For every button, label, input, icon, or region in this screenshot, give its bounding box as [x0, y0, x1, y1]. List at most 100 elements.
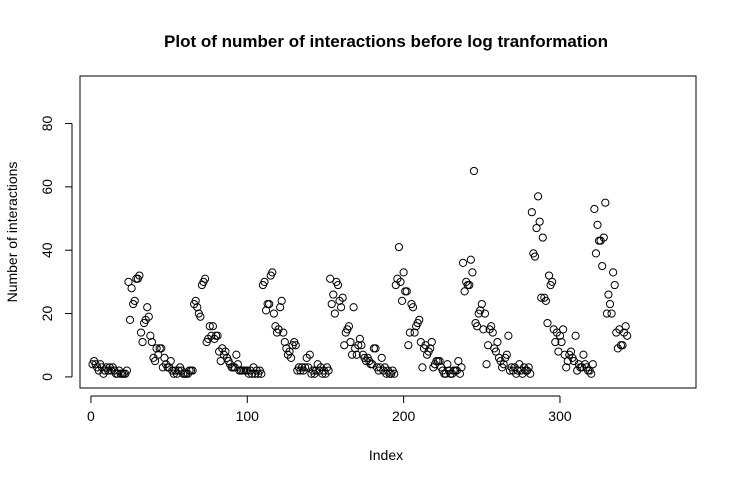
- data-point: [280, 337, 289, 347]
- data-point: [562, 363, 571, 372]
- data-point: [479, 325, 488, 334]
- data-point: [535, 217, 544, 226]
- data-point: [221, 347, 230, 356]
- data-point: [260, 277, 269, 286]
- data-point: [557, 337, 566, 347]
- data-point: [144, 312, 153, 321]
- data-point: [208, 322, 217, 331]
- data-point: [590, 204, 599, 214]
- data-point: [544, 271, 554, 280]
- data-point: [443, 360, 452, 369]
- data-point: [488, 328, 497, 337]
- data-point: [604, 290, 613, 299]
- data-point: [483, 341, 493, 350]
- data-point: [154, 350, 163, 359]
- data-point: [402, 287, 411, 296]
- data-point: [344, 322, 354, 331]
- data-point: [377, 353, 386, 363]
- data-point: [355, 334, 364, 344]
- data-point: [466, 255, 475, 264]
- data-point: [554, 347, 563, 356]
- data-point: [352, 350, 361, 359]
- data-point: [524, 363, 533, 372]
- data-point: [473, 322, 482, 331]
- data-point: [560, 350, 569, 359]
- data-point: [571, 331, 580, 340]
- data-point: [396, 277, 405, 286]
- x-tick-label: 200: [392, 408, 416, 424]
- data-point: [530, 252, 540, 261]
- data-point: [526, 369, 535, 378]
- data-point: [333, 280, 343, 290]
- data-point: [147, 337, 157, 347]
- x-tick-label: 0: [87, 408, 95, 424]
- data-point: [329, 290, 338, 299]
- data-point: [533, 192, 543, 201]
- data-point: [621, 322, 630, 331]
- data-point: [188, 366, 197, 375]
- data-point: [330, 309, 339, 318]
- data-point: [598, 261, 607, 271]
- data-point: [504, 331, 513, 340]
- data-point: [532, 223, 541, 233]
- data-point: [130, 296, 139, 305]
- data-point: [346, 337, 355, 347]
- data-point: [468, 268, 477, 277]
- y-axis: 0 20 40 60 80: [39, 116, 73, 381]
- data-point: [458, 258, 468, 267]
- data-point: [491, 347, 500, 356]
- data-point: [286, 353, 296, 363]
- data-point: [338, 293, 347, 302]
- data-point: [143, 303, 152, 312]
- data-point: [371, 344, 380, 353]
- data-point: [538, 233, 547, 242]
- data-point: [601, 198, 610, 207]
- data-point: [618, 341, 627, 350]
- data-point: [157, 344, 166, 353]
- data-point: [609, 268, 618, 277]
- data-point: [232, 350, 241, 359]
- data-point: [555, 331, 565, 340]
- data-point: [482, 360, 491, 369]
- data-point: [150, 356, 160, 366]
- data-point: [410, 328, 419, 337]
- data-point: [265, 299, 274, 309]
- data-point: [200, 274, 210, 283]
- data-point: [136, 328, 146, 337]
- data-point: [347, 350, 357, 359]
- data-point: [166, 356, 175, 366]
- data-point: [499, 360, 508, 369]
- data-point: [291, 341, 300, 350]
- data-point: [415, 315, 424, 324]
- data-point: [502, 350, 511, 359]
- data-point: [587, 369, 596, 378]
- data-point: [605, 299, 615, 309]
- data-point: [277, 296, 286, 305]
- data-point: [336, 303, 346, 312]
- plot-frame: [79, 75, 697, 389]
- data-point: [146, 331, 155, 340]
- x-tick-label: 300: [548, 408, 572, 424]
- data-point: [623, 331, 632, 340]
- data-point: [261, 306, 271, 315]
- data-point: [216, 356, 225, 366]
- data-point: [205, 322, 214, 331]
- data-point: [435, 356, 444, 366]
- data-point: [127, 284, 136, 293]
- data-point: [193, 303, 202, 312]
- data-point: [593, 220, 602, 229]
- data-point: [477, 299, 486, 309]
- data-point: [426, 344, 435, 353]
- data-point: [408, 303, 418, 312]
- data-point: [454, 356, 463, 366]
- data-point: [349, 303, 358, 312]
- data-point: [399, 268, 408, 277]
- data-point: [152, 344, 161, 353]
- data-point: [559, 325, 568, 334]
- data-point: [551, 337, 560, 347]
- y-axis-label: Number of interactions: [4, 162, 20, 303]
- data-point: [326, 274, 335, 283]
- data-point: [566, 347, 576, 356]
- data-point: [327, 299, 336, 309]
- data-points: [88, 166, 632, 378]
